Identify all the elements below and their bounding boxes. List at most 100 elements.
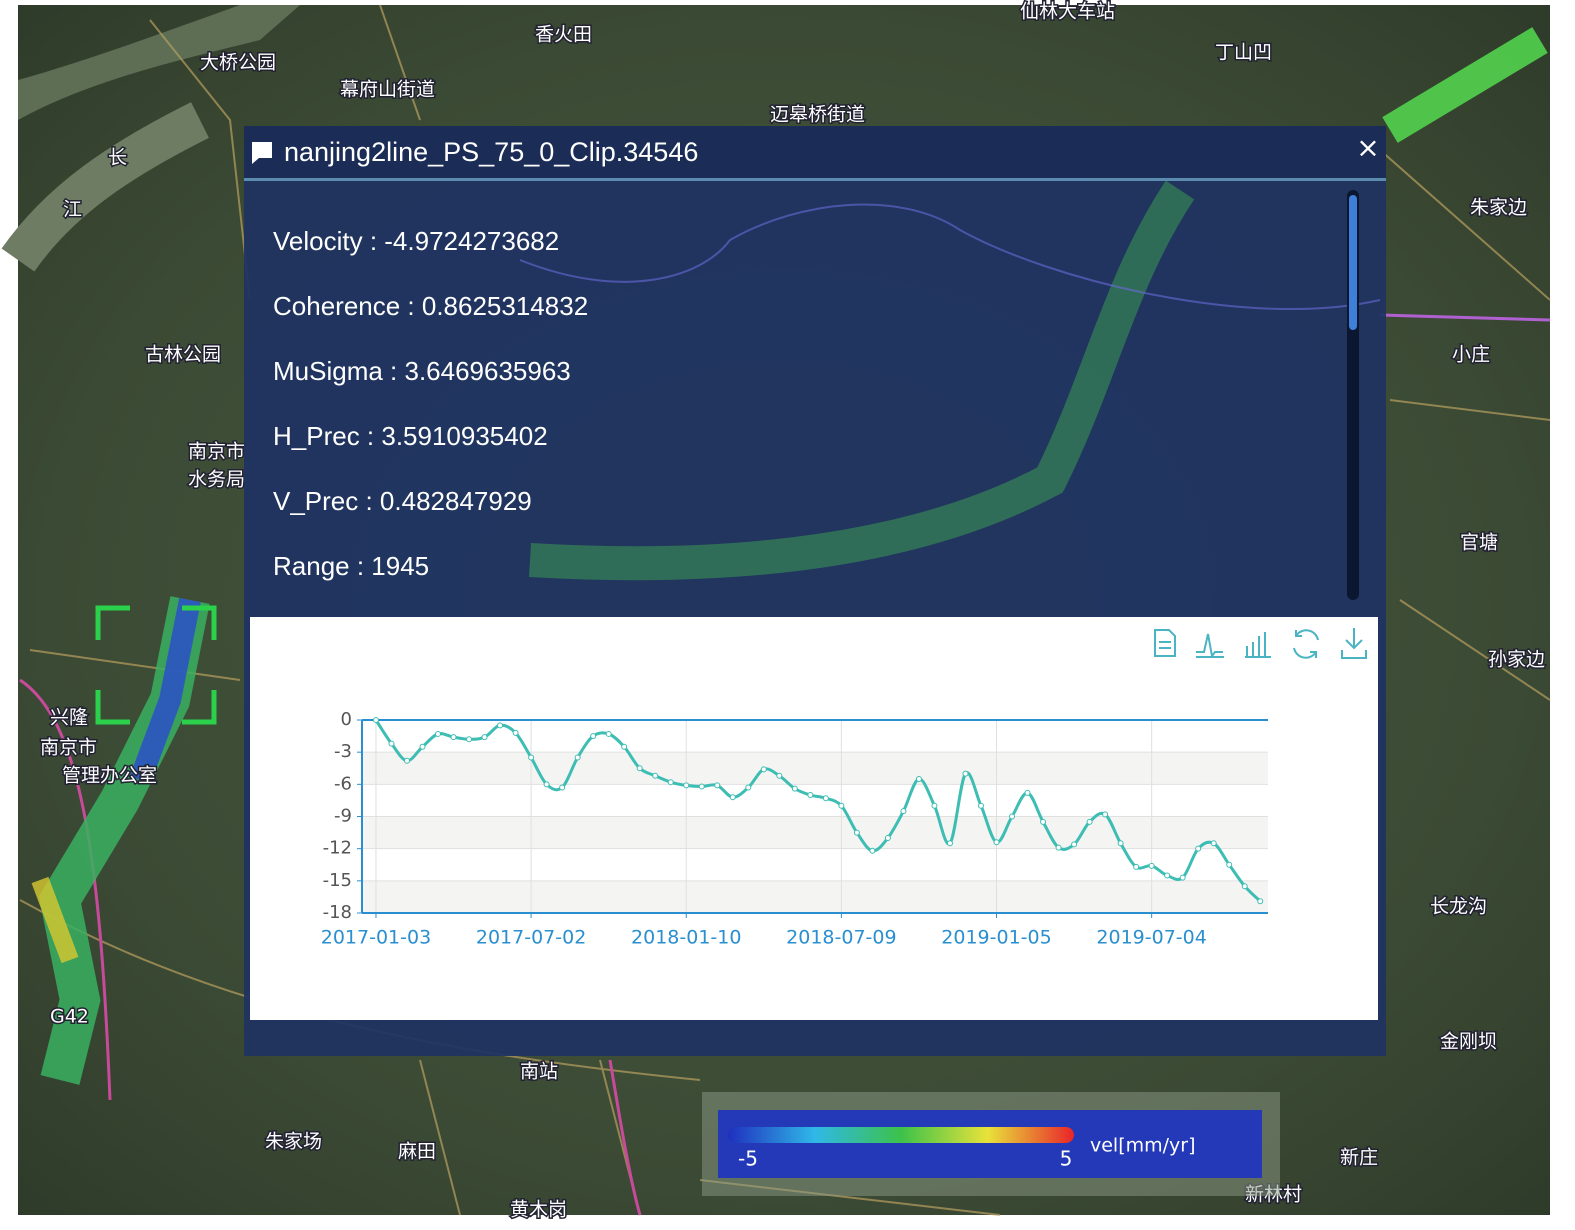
- y-tick-label: -18: [323, 902, 352, 923]
- map-label: 幕府山街道: [340, 79, 435, 101]
- ps-points: [129, 597, 201, 784]
- point: [435, 730, 442, 737]
- tool-restore[interactable]: [1293, 629, 1319, 659]
- point: [1071, 841, 1078, 848]
- map-label: 朱家场: [265, 1131, 322, 1153]
- header-rule: [244, 178, 1386, 181]
- point: [745, 784, 752, 791]
- metro-line: [519, 203, 1381, 310]
- field: Velocity : -4.9724273682: [273, 226, 559, 256]
- ps-points: [529, 180, 1195, 581]
- x-tick-label: 2017-01-03: [321, 927, 431, 949]
- map-label: 长: [108, 147, 127, 169]
- tool-save[interactable]: [1341, 628, 1367, 659]
- point: [1133, 863, 1140, 870]
- y-tick-label: -6: [334, 773, 352, 794]
- locator: [95, 605, 217, 725]
- tool-bar[interactable]: [1245, 632, 1271, 658]
- y-tick-label: -15: [323, 870, 352, 891]
- x-tick-label: 2019-01-05: [941, 927, 1051, 949]
- field: V_Prec : 0.482847929: [273, 486, 532, 516]
- point: [1226, 861, 1233, 868]
- map-label: 麻田: [398, 1141, 436, 1163]
- point: [1195, 845, 1202, 852]
- point: [574, 754, 581, 761]
- tool-data-view[interactable]: [1154, 629, 1176, 657]
- x-tick-label: 2018-01-10: [631, 927, 741, 949]
- point: [1257, 898, 1264, 905]
- popup: nanjing2line_PS_75_0_Clip.34546 × Veloci…: [244, 126, 1386, 1056]
- grid-band: [362, 816, 1268, 849]
- grid-band: [362, 880, 1268, 913]
- field: Range : 1945: [273, 551, 429, 581]
- x-tick-label: 2017-07-02: [476, 927, 586, 949]
- y-tick-label: -3: [334, 741, 352, 762]
- point: [698, 783, 705, 790]
- popup-header: [244, 126, 1386, 180]
- grid-band: [362, 752, 1268, 785]
- map-label: 迈皋桥街道: [770, 104, 865, 126]
- popup-title: nanjing2line_PS_75_0_Clip.34546: [284, 137, 698, 167]
- point: [652, 772, 659, 779]
- map-label: 江: [63, 199, 82, 221]
- point: [1040, 818, 1047, 825]
- point: [977, 802, 984, 809]
- point: [791, 785, 798, 792]
- point: [1117, 840, 1124, 847]
- close-button[interactable]: ×: [1356, 131, 1379, 164]
- map-label: 小庄: [1452, 344, 1490, 366]
- tool-line[interactable]: [1196, 633, 1224, 659]
- map-label: 水务局: [188, 469, 245, 491]
- river: [1, 102, 209, 272]
- point: [466, 736, 473, 743]
- y-tick-label: -12: [323, 838, 352, 859]
- point: [760, 766, 767, 773]
- field: Coherence : 0.8625314832: [273, 291, 588, 321]
- point: [869, 847, 876, 854]
- x-tick-label: 2018-07-09: [786, 927, 896, 949]
- point: [636, 765, 643, 772]
- map-label: 兴隆: [50, 707, 88, 729]
- point: [714, 782, 721, 789]
- y-tick-label: -9: [334, 806, 352, 827]
- point: [1241, 883, 1248, 890]
- point: [1102, 811, 1109, 818]
- map-label: 南京市: [188, 441, 245, 463]
- x-tick-label: 2019-07-04: [1096, 927, 1206, 949]
- point: [946, 840, 953, 847]
- map-label: 黄木岗: [510, 1199, 567, 1221]
- point: [1210, 840, 1217, 847]
- point: [419, 743, 426, 750]
- legend-max: 5: [1060, 1147, 1073, 1171]
- point: [605, 730, 612, 737]
- point: [993, 839, 1000, 846]
- point: [512, 729, 519, 736]
- scroll-thumb[interactable]: [1349, 195, 1357, 330]
- point: [621, 743, 628, 750]
- map-label: G42: [50, 1006, 89, 1028]
- legend: -5 5 vel[mm/yr]: [702, 1092, 1280, 1196]
- map-label: 官塘: [1460, 532, 1498, 554]
- point: [403, 757, 410, 764]
- popup-icon: [252, 142, 272, 164]
- map-label: 大桥公园: [200, 52, 276, 74]
- point: [838, 802, 845, 809]
- point: [590, 733, 597, 740]
- point: [822, 795, 829, 802]
- metro-line: [1379, 313, 1551, 322]
- color-bar: [728, 1127, 1074, 1143]
- point: [776, 772, 783, 779]
- legend-unit: vel[mm/yr]: [1090, 1135, 1196, 1157]
- map-label: 南站: [520, 1061, 558, 1083]
- point: [853, 829, 860, 836]
- point: [915, 775, 922, 782]
- point: [559, 784, 566, 791]
- point: [388, 740, 395, 747]
- river: [18, 5, 300, 120]
- ps-points: [1382, 27, 1548, 143]
- map-label: 丁山凹: [1215, 42, 1272, 64]
- point: [667, 779, 674, 786]
- point: [962, 770, 969, 777]
